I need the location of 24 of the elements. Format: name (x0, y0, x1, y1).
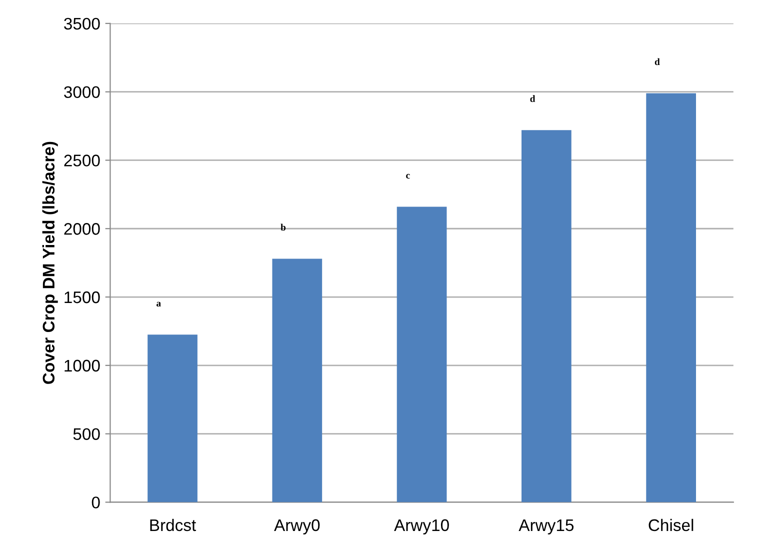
y-tick-label: 500 (73, 428, 100, 440)
data-label: d (530, 95, 536, 102)
x-tick-label: Arwy15 (518, 519, 574, 534)
x-tick-label: Chisel (648, 518, 694, 532)
data-label: d (654, 58, 660, 66)
y-tick-label: 1000 (64, 360, 100, 372)
x-tick-label: Arwy0 (274, 519, 320, 534)
y-tick-label: 3500 (64, 18, 100, 30)
data-label: c (406, 174, 410, 179)
y-tick-label: 3000 (64, 86, 100, 98)
y-tick-label: 0 (92, 496, 100, 508)
bar (396, 206, 447, 502)
bar (272, 258, 322, 502)
bar (522, 130, 572, 502)
bar (646, 93, 696, 502)
y-tick-label: 1500 (64, 291, 100, 304)
bar (148, 334, 198, 502)
x-tick-label: Arwy10 (394, 519, 449, 534)
x-tick-label: Brdcst (150, 518, 196, 532)
data-label: b (280, 224, 286, 231)
y-tick-label: 2500 (64, 154, 100, 166)
y-tick-label: 2000 (64, 223, 100, 235)
y-axis-title: Cover Crop DM Yield (lbs/acre) (42, 142, 58, 384)
data-label: a (156, 302, 161, 307)
